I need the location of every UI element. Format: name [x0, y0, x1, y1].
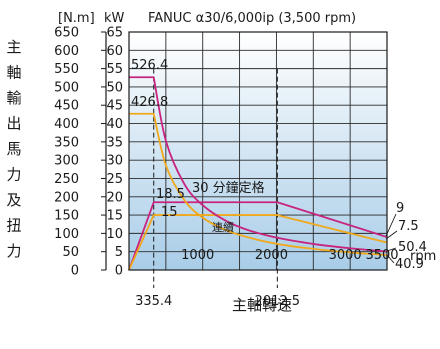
- plot-frame: [128, 31, 388, 271]
- power-tick-label: 40: [106, 117, 123, 132]
- torque-unit-label: [N.m]: [58, 11, 95, 26]
- x-markers: [153, 68, 278, 288]
- plot-area: [129, 32, 387, 270]
- x-marker-label: 335.4: [135, 294, 172, 309]
- power-tick-label: 10: [106, 227, 123, 242]
- power-tick-label: 35: [106, 135, 123, 150]
- leader-line-power-30min: [385, 213, 397, 237]
- axes: [101, 31, 388, 271]
- torque-tick-label: 300: [54, 154, 79, 169]
- torque-tick-label: 350: [54, 135, 79, 150]
- x-tick-label: 3500: [365, 248, 398, 263]
- torque-tick-label: 400: [54, 117, 79, 132]
- label-torque-30min-max: 526.4: [131, 58, 168, 73]
- y-axis-label: 主軸輸出馬力及扭力: [6, 38, 21, 260]
- torque-tick-label: 150: [54, 209, 79, 224]
- torque-tick-label: 500: [54, 80, 79, 95]
- torque-tick-label: 250: [54, 172, 79, 187]
- label-torque-cont-end: 40.9: [395, 257, 424, 272]
- label-power-30min: 18.5: [156, 187, 185, 202]
- series-label-continuous: 連續: [212, 220, 234, 234]
- series-line-3: [129, 112, 388, 256]
- label-power-cont-end: 7.5: [398, 219, 419, 234]
- power-tick-label: 60: [106, 44, 123, 59]
- leader-line-power-cont: [385, 230, 398, 240]
- x-unit-label: rpm: [410, 249, 436, 264]
- x-marker-label: 2012.5: [255, 294, 301, 309]
- power-tick-label: 30: [106, 154, 123, 169]
- label-torque-cont-max: 426.8: [131, 95, 168, 110]
- label-power-30min-end: 9: [396, 201, 404, 216]
- torque-tick-label: 0: [71, 264, 79, 279]
- series-label-30min: 30 分鐘定格: [192, 180, 265, 196]
- tick-labels: 0510152025303540455055606505010015020025…: [54, 26, 398, 310]
- leader-line-torque-30min: [386, 247, 397, 252]
- power-tick-label: 25: [106, 172, 123, 187]
- torque-tick-label: 200: [54, 190, 79, 205]
- series-group: [128, 76, 388, 271]
- label-power-cont: 15: [161, 205, 178, 220]
- x-axis-label: 主軸轉速: [232, 296, 292, 314]
- series-line-0: [128, 201, 388, 271]
- torque-tick-label: 450: [54, 99, 79, 114]
- power-tick-label: 0: [115, 264, 123, 279]
- x-tick-label: 2000: [255, 248, 288, 263]
- torque-tick-label: 50: [62, 245, 79, 260]
- series-line-2: [129, 76, 388, 253]
- torque-tick-label: 100: [54, 227, 79, 242]
- power-tick-label: 55: [106, 62, 123, 77]
- power-tick-label: 15: [106, 209, 123, 224]
- power-tick-label: 65: [106, 26, 123, 41]
- power-tick-label: 20: [106, 190, 123, 205]
- power-tick-label: 45: [106, 99, 123, 114]
- torque-tick-label: 650: [54, 26, 79, 41]
- power-unit-label: kW: [104, 11, 125, 26]
- chart-title: FANUC α30/6,000ip (3,500 rpm): [148, 11, 356, 26]
- x-tick-label: 3000: [329, 248, 362, 263]
- power-tick-label: 5: [115, 245, 123, 260]
- torque-tick-label: 550: [54, 62, 79, 77]
- power-tick-label: 50: [106, 80, 123, 95]
- leader-line-torque-cont: [386, 254, 395, 264]
- torque-tick-label: 600: [54, 44, 79, 59]
- label-torque-30min-end: 50.4: [398, 240, 427, 255]
- x-tick-label: 1000: [181, 248, 214, 263]
